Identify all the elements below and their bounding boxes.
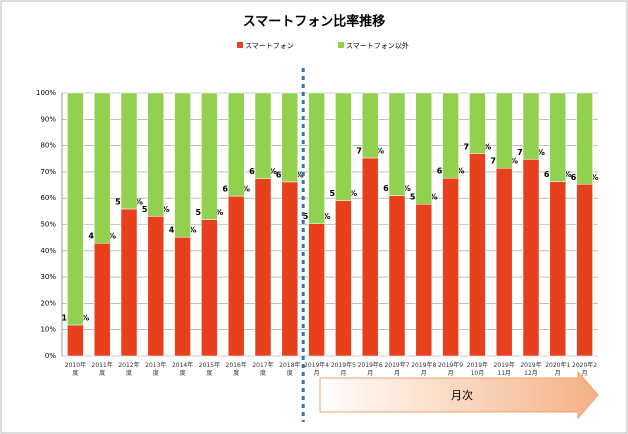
bar-segment [361,92,379,159]
y-tick-label: 100% [36,89,56,97]
bar-segment [201,92,218,220]
x-tick-label: 2014年度 [171,362,194,377]
y-tick-label: 80% [40,142,56,150]
bar-segment [308,223,325,357]
x-tick-label: 2013年度 [145,362,167,377]
x-tick-label: 2019年6月 [357,362,383,377]
x-tick-label: 2019年5月 [330,362,356,377]
y-tick-label: 70% [40,168,56,176]
bar-segment [67,92,84,326]
bar-segment [388,195,406,357]
bar-segment [281,92,299,183]
legend-label: スマートフォン [245,42,294,50]
bar-segment [93,242,111,357]
legend-swatch [338,42,344,48]
x-tick-label: 2016年度 [225,362,247,377]
bar-segment [120,208,138,357]
x-tick-label: 2019年7月 [384,362,410,377]
bar-segment [308,92,325,224]
y-tick-label: 60% [40,194,56,202]
bar-segment [147,216,165,357]
bar-segment [227,195,245,357]
legend-swatch [237,42,243,48]
bar-segment [495,167,513,357]
y-tick-label: 20% [40,299,56,307]
bar-segment [469,153,486,357]
y-tick-label: 10% [40,326,56,334]
bar-segment [469,92,486,155]
bar-segment [522,159,540,357]
bar-segment [174,92,191,238]
bar-segment [361,157,379,357]
x-tick-label: 2018年度 [279,362,301,377]
bar-segment [201,219,218,357]
x-tick-label: 2017年度 [252,362,274,377]
bar-segment [281,181,299,357]
x-tick-label: 2019年12月 [520,362,542,377]
bar-segment [388,92,406,196]
bar-segment [147,92,165,217]
bar-segment [442,177,459,357]
bar-segment [254,92,272,179]
bar-segment [495,92,513,169]
bar-segment [442,92,459,179]
bar-segment [227,92,245,197]
x-tick-label: 2011年度 [91,362,113,377]
bar-segment [549,92,567,182]
y-tick-label: 50% [40,221,56,229]
x-tick-label: 2020年2月 [572,362,598,377]
bar-segment [415,203,433,357]
bar-segment [93,92,111,244]
bar-segment [576,92,593,185]
bar-segment [549,181,567,357]
bar-segment [67,324,84,357]
x-tick-label: 2019年4月 [304,362,330,377]
y-tick-label: 30% [40,273,56,281]
bar-segment [254,178,272,357]
x-tick-label: 2010年度 [64,362,87,377]
bar-segment [522,92,540,160]
bar-segment [120,92,138,210]
bar-segment [335,200,352,357]
x-tick-label: 2015年度 [198,362,221,377]
legend-label: スマートフォン以外 [346,41,409,50]
x-tick-label: 2019年8月 [411,362,437,377]
x-tick-label: 2012年度 [118,362,140,377]
x-tick-label: 2019年9月 [438,362,464,377]
y-tick-label: 40% [40,247,56,255]
annotation: 月次 [451,388,473,402]
arrow [319,370,599,420]
x-tick-label: 2019年10月 [466,362,489,377]
x-tick-label: 2019年11月 [493,362,515,377]
y-tick-label: 90% [40,115,56,123]
bar-segment [576,184,593,357]
x-tick-label: 2020年1月 [545,362,571,377]
bar-segment [174,236,191,357]
chart-title: スマートフォン比率推移 [243,14,386,30]
bar-segment [335,92,352,201]
bar-segment [415,92,433,205]
y-tick-label: 0% [45,352,56,360]
